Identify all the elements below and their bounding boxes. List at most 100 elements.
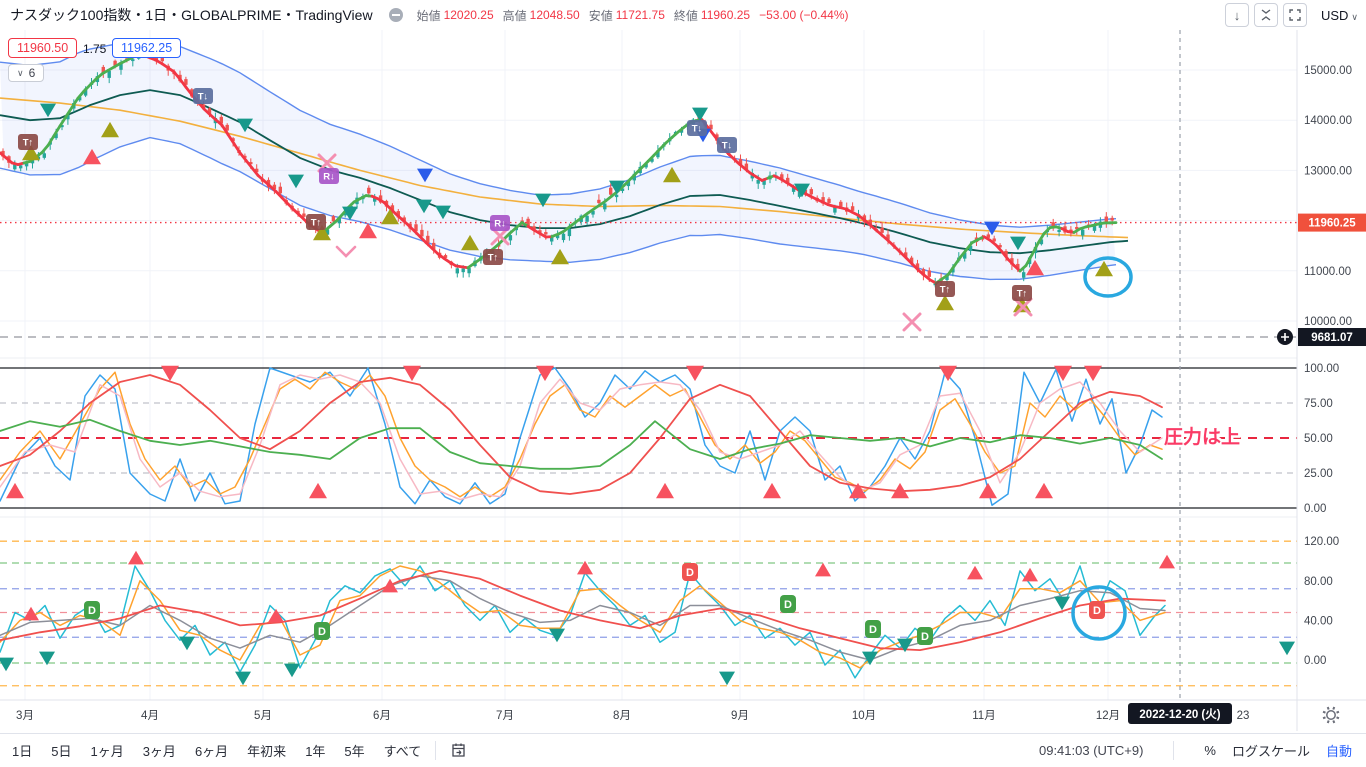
percent-scale-button[interactable]: %	[1204, 743, 1216, 758]
momentum-pane: D D D D D D D	[0, 540, 1297, 687]
series-orange	[0, 371, 1163, 498]
series-slow-red	[0, 374, 1163, 495]
indicator-collapse-button[interactable]: ∨ 6	[8, 64, 45, 82]
highlight-circle-bottom	[1071, 585, 1127, 641]
svg-text:3月: 3月	[16, 710, 34, 722]
stochastic-pane	[0, 365, 1297, 509]
series-green	[0, 418, 1163, 470]
log-scale-button[interactable]: ログスケール	[1231, 744, 1310, 759]
svg-text:12月: 12月	[1096, 710, 1120, 722]
bottom-toolbar: 1日 5日 1ヶ月 3ヶ月 6ヶ月 年初来 1年 5年 すべて 09:41:03 (UTC+9)…	[0, 733, 1366, 767]
svg-text:6月: 6月	[373, 710, 391, 722]
chevron-down-icon: ∨	[17, 67, 24, 78]
low-value: 11721.75	[615, 8, 665, 22]
time-axis: 3月 4月 5月 6月 7月 8月 9月 10月 11月 12月 23 2022-12-20 (火)	[0, 699, 1366, 724]
last-price-badge	[1298, 213, 1366, 232]
bid-price-badge[interactable]: 11960.50	[8, 38, 78, 58]
range-tabs: 1日 5日 1ヶ月 3ヶ月 6ヶ月 年初来 1年 5年 すべて	[12, 741, 421, 760]
series-slow-red	[0, 570, 1166, 651]
range-tab-5日[interactable]: 5日	[51, 744, 72, 759]
svg-text:50.00: 50.00	[1304, 433, 1333, 445]
svg-text:D: D	[88, 605, 96, 617]
svg-text:120.00: 120.00	[1304, 536, 1339, 548]
timezone-settings-gear-icon[interactable]	[1322, 706, 1340, 724]
svg-text:10000.00: 10000.00	[1304, 316, 1352, 328]
close-label: 終値	[673, 8, 698, 23]
ma-long	[0, 97, 1129, 239]
svg-text:23: 23	[1237, 710, 1250, 722]
fullscreen-button[interactable]	[1282, 3, 1307, 27]
svg-text:40.00: 40.00	[1304, 615, 1333, 627]
range-tab-1日[interactable]: 1日	[12, 744, 33, 759]
spread-value: 1.75	[83, 42, 107, 56]
crosshair-date-badge	[1128, 703, 1232, 724]
price-axis: 15000.00 14000.00 13000.00 11000.00 10000.00…	[1277, 30, 1366, 731]
change-value: −53.00 (−0.44%)	[759, 8, 849, 22]
range-tab-3ヶ月[interactable]: 3ヶ月	[142, 744, 176, 759]
high-value: 12048.50	[529, 8, 580, 22]
svg-text:75.00: 75.00	[1304, 398, 1333, 410]
series-orange	[0, 565, 1166, 669]
ma-basis	[0, 89, 1129, 255]
svg-text:0.00: 0.00	[1304, 503, 1326, 515]
currency-dropdown[interactable]: USD ∨	[1320, 7, 1358, 23]
collapse-legend-icon[interactable]	[388, 8, 403, 22]
range-tab-1年[interactable]: 1年	[305, 744, 326, 759]
auto-scale-button[interactable]: 自動	[1325, 744, 1352, 759]
ask-price-badge[interactable]: 11962.25	[112, 38, 182, 58]
bollinger-upper	[0, 41, 1117, 228]
range-tab-6ヶ月[interactable]: 6ヶ月	[194, 744, 229, 759]
svg-text:8月: 8月	[613, 710, 631, 722]
svg-text:T↓: T↓	[692, 124, 703, 135]
range-tab-年初来[interactable]: 年初来	[247, 744, 287, 759]
svg-text:D: D	[921, 631, 929, 643]
symbol-title[interactable]: ナスダック100指数・1日・GLOBALPRIME・TradingView	[10, 7, 373, 23]
toolbar-divider	[1173, 741, 1175, 760]
svg-text:T↑: T↑	[1017, 289, 1028, 300]
gridlines	[0, 30, 1297, 700]
fullscreen-icon	[1289, 9, 1301, 21]
svg-text:T↓: T↓	[198, 92, 209, 103]
svg-text:15000.00: 15000.00	[1304, 65, 1352, 77]
goto-date-button[interactable]	[450, 742, 467, 759]
svg-text:7月: 7月	[496, 710, 514, 722]
fast-ma-colored	[0, 53, 1118, 285]
svg-text:R↓: R↓	[323, 172, 335, 183]
svg-text:5月: 5月	[254, 710, 272, 722]
price-chart-canvas[interactable]: T↑T↑T↑T↑ T↑T↓T↓T↓R↓R↓DDDDDDD圧力は上15000.001…	[0, 30, 1366, 733]
range-tab-すべて[interactable]: すべて	[383, 744, 422, 759]
svg-text:9681.07: 9681.07	[1311, 332, 1353, 344]
svg-text:T↑: T↑	[488, 253, 499, 264]
svg-text:2022-12-20 (火): 2022-12-20 (火)	[1139, 708, 1220, 721]
svg-text:D: D	[784, 599, 792, 611]
chevron-down-icon: ∨	[1351, 11, 1358, 22]
svg-text:10月: 10月	[852, 710, 876, 722]
range-tab-5年[interactable]: 5年	[344, 744, 365, 759]
range-tab-1ヶ月[interactable]: 1ヶ月	[90, 744, 124, 759]
svg-text:11000.00: 11000.00	[1304, 266, 1351, 278]
svg-text:80.00: 80.00	[1304, 576, 1333, 588]
maximize-pane-button[interactable]	[1253, 3, 1278, 27]
goto-date-icon	[452, 743, 465, 757]
chart-header: ナスダック100指数・1日・GLOBALPRIME・TradingView 始値…	[0, 0, 1366, 30]
level-price-badge	[1298, 328, 1366, 347]
svg-text:11960.25: 11960.25	[1308, 218, 1356, 230]
svg-text:4月: 4月	[141, 710, 159, 722]
svg-text:R↓: R↓	[494, 219, 506, 230]
collapse-chevrons-icon	[1261, 9, 1271, 21]
session-clock[interactable]: 09:41:03 (UTC+9)	[1038, 743, 1144, 758]
svg-text:100.00: 100.00	[1304, 363, 1339, 375]
signal-markers: T↑ T↑ T↑ T↑ T↑ T↓ T↓ T↓ R↓ R↓	[18, 88, 1133, 332]
high-label: 高値	[502, 8, 527, 23]
svg-text:25.00: 25.00	[1304, 468, 1333, 480]
svg-text:0.00: 0.00	[1304, 655, 1326, 667]
scroll-down-button[interactable]: ↓	[1224, 3, 1249, 27]
svg-text:T↑: T↑	[311, 218, 322, 229]
svg-text:D: D	[318, 626, 326, 638]
svg-text:13000.00: 13000.00	[1304, 165, 1352, 177]
svg-text:T↑: T↑	[940, 285, 951, 296]
series-fast-blue	[0, 367, 1163, 506]
svg-text:T↑: T↑	[23, 138, 34, 149]
svg-text:D: D	[1093, 605, 1101, 617]
